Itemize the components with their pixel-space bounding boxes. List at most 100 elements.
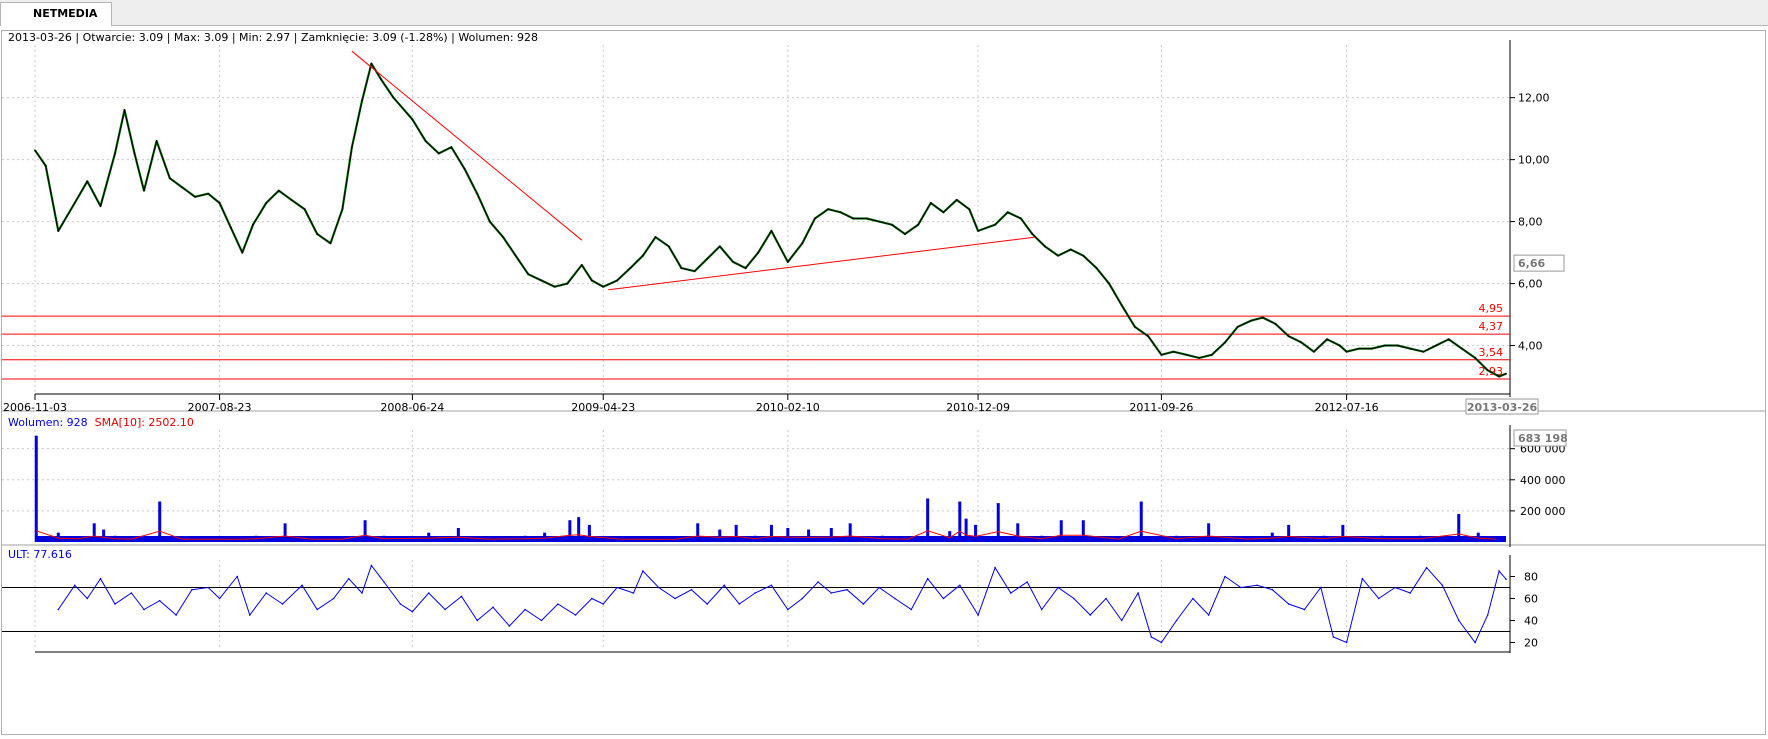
ult-point <box>1377 597 1380 600</box>
price-point <box>629 267 632 269</box>
volume-bar <box>363 520 367 542</box>
price-point <box>1409 347 1412 350</box>
price-point <box>1396 344 1399 347</box>
price-point <box>1236 326 1239 328</box>
price-point <box>194 195 196 198</box>
ult-point <box>1287 603 1290 605</box>
ult-point <box>1057 586 1059 589</box>
volume-bar <box>1341 524 1345 542</box>
price-point <box>1338 344 1341 347</box>
x-tick-label: 2010-12-09 <box>946 401 1010 414</box>
info-sep: | <box>447 31 459 44</box>
volume-bar <box>848 523 852 542</box>
ult-point <box>1207 614 1210 616</box>
price-point <box>1134 326 1136 328</box>
price-point <box>143 189 145 192</box>
volume-bar <box>734 524 738 542</box>
price-point <box>878 220 881 223</box>
price-point <box>1370 347 1373 350</box>
price-point <box>437 152 440 155</box>
volume-bar <box>638 538 642 542</box>
tab-bar: NETMEDIA <box>0 0 1768 26</box>
ult-point <box>281 603 284 605</box>
volume-bar <box>1494 537 1498 542</box>
ult-point <box>540 619 543 622</box>
ult-point <box>1425 566 1428 569</box>
price-point <box>1043 245 1046 248</box>
ult-point <box>347 577 350 580</box>
price-point <box>1422 350 1425 353</box>
ult-point <box>444 608 446 611</box>
volume-bar <box>34 435 38 542</box>
ult-point <box>1319 586 1322 589</box>
ult-point <box>846 588 848 591</box>
y-tick-label: 4,00 <box>1518 340 1543 353</box>
trendline <box>608 236 1036 291</box>
ult-point <box>770 584 773 587</box>
price-point <box>1384 344 1386 347</box>
volume-bar <box>340 538 344 542</box>
price-point <box>252 223 254 226</box>
volume-legend: Wolumen: 928 SMA[10]: 2502.10 <box>8 416 194 429</box>
price-point <box>1505 372 1507 375</box>
ult-point <box>249 614 251 616</box>
ult-point <box>862 603 865 605</box>
price-point <box>865 217 868 220</box>
ult-point <box>1361 577 1364 580</box>
ult-point <box>602 603 605 605</box>
price-point <box>1435 344 1437 347</box>
x-tick-label: 2011-09-26 <box>1129 401 1193 414</box>
x-tick-label: 2007-08-23 <box>188 401 252 414</box>
price-point <box>290 199 293 201</box>
price-info-bar: 2013-03-26 | Otwarcie: 3.09 | Max: 3.09 … <box>8 31 538 44</box>
price-point <box>1082 254 1085 257</box>
ult-series-line <box>57 564 1507 644</box>
tab-netmedia[interactable]: NETMEDIA <box>0 2 113 26</box>
price-point <box>44 164 47 167</box>
volume-bar <box>1059 520 1063 542</box>
volume-bar <box>1117 537 1121 542</box>
volume-bar <box>1207 523 1211 542</box>
price-point <box>693 270 696 273</box>
price-point <box>230 226 232 229</box>
price-point <box>642 254 644 257</box>
x-tick-label: 2012-07-16 <box>1315 401 1379 414</box>
info-date: 2013-03-26 <box>8 31 72 44</box>
ult-point <box>1224 575 1226 578</box>
price-point <box>207 192 210 195</box>
price-point <box>801 242 804 245</box>
price-point <box>329 242 332 245</box>
ult-point <box>574 614 577 616</box>
ult-point <box>114 603 116 605</box>
ult-point <box>1303 608 1306 611</box>
ult-point <box>57 608 60 611</box>
price-point <box>994 223 996 226</box>
ult-point <box>1256 584 1258 587</box>
price-point <box>350 146 353 149</box>
price-point <box>341 208 344 211</box>
price-point <box>718 245 721 248</box>
horizontal-level-label: 4,37 <box>1479 320 1504 333</box>
ult-point <box>942 597 945 600</box>
ult-point <box>1345 641 1348 644</box>
ult-point <box>926 577 929 580</box>
ult-point <box>1026 581 1029 583</box>
volume-bar <box>974 524 978 542</box>
volume-sma-line <box>36 530 1496 540</box>
price-point <box>57 229 60 232</box>
price-point <box>1210 353 1213 356</box>
ult-point <box>977 614 979 616</box>
price-point <box>977 229 979 232</box>
ult-point <box>427 592 430 594</box>
ult-point <box>86 597 89 600</box>
ult-point <box>1271 588 1274 591</box>
chart-frame <box>1 30 1766 735</box>
ult-point <box>265 592 268 594</box>
price-point <box>852 217 855 220</box>
price-point <box>814 217 816 220</box>
x-tick-label: 2010-02-10 <box>756 401 820 414</box>
ult-point <box>158 599 161 602</box>
price-point <box>168 177 171 180</box>
price-point <box>1057 254 1059 257</box>
